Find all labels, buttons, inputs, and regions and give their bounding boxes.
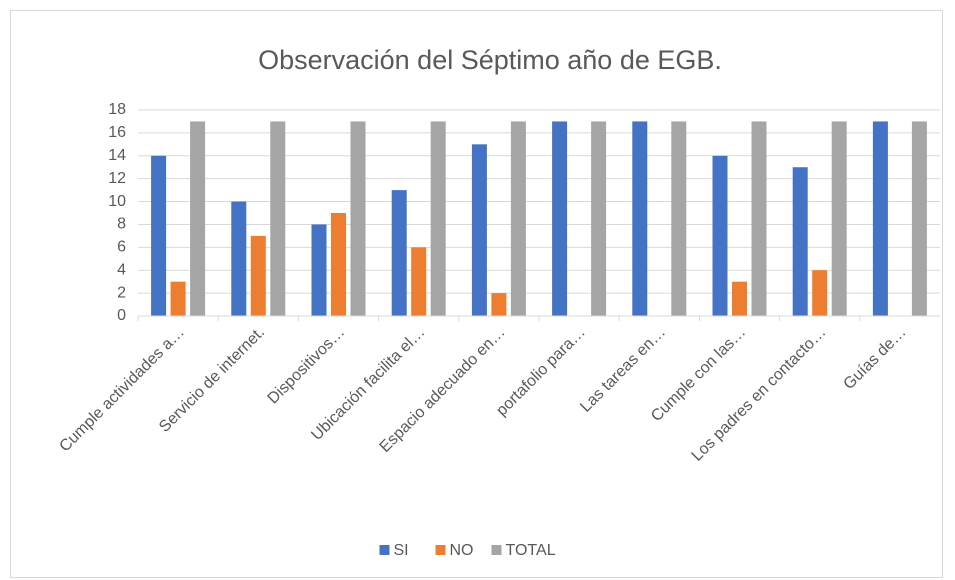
y-tick-label: 12 — [108, 170, 126, 187]
y-tick-label: 0 — [117, 307, 126, 324]
bar — [831, 121, 847, 316]
bar — [911, 121, 927, 316]
bar — [632, 121, 648, 316]
y-tick-label: 6 — [117, 239, 126, 256]
legend-swatch — [435, 545, 446, 555]
bar — [510, 121, 526, 316]
bar — [812, 270, 828, 316]
y-tick-label: 16 — [108, 124, 126, 141]
y-tick-label: 18 — [108, 101, 126, 118]
legend-label: SI — [394, 542, 409, 559]
bar — [792, 167, 808, 316]
bar — [391, 190, 407, 316]
y-tick-label: 2 — [117, 284, 126, 301]
bar — [712, 155, 728, 316]
y-tick-label: 8 — [117, 216, 126, 233]
bar — [591, 121, 607, 316]
bar — [170, 281, 186, 316]
legend-swatch — [379, 545, 390, 555]
bar — [270, 121, 286, 316]
y-tick-label: 14 — [108, 147, 126, 164]
bar — [751, 121, 767, 316]
legend-swatch — [491, 545, 502, 555]
bar — [671, 121, 687, 316]
bar — [430, 121, 446, 316]
legend-label: TOTAL — [506, 542, 556, 559]
bar — [471, 144, 487, 316]
chart-title: Observación del Séptimo año de EGB. — [258, 45, 722, 75]
bar — [350, 121, 366, 316]
bar — [231, 201, 247, 316]
y-tick-label: 10 — [108, 193, 126, 210]
bar — [311, 224, 327, 316]
legend-label: NO — [450, 542, 474, 559]
bar — [190, 121, 206, 316]
bar — [552, 121, 568, 316]
bar — [331, 213, 346, 316]
bar — [872, 121, 888, 316]
bar — [732, 281, 747, 316]
bar — [491, 293, 507, 316]
bar — [250, 235, 266, 316]
y-tick-label: 4 — [117, 261, 126, 278]
bar — [411, 247, 427, 316]
bar — [151, 155, 167, 316]
